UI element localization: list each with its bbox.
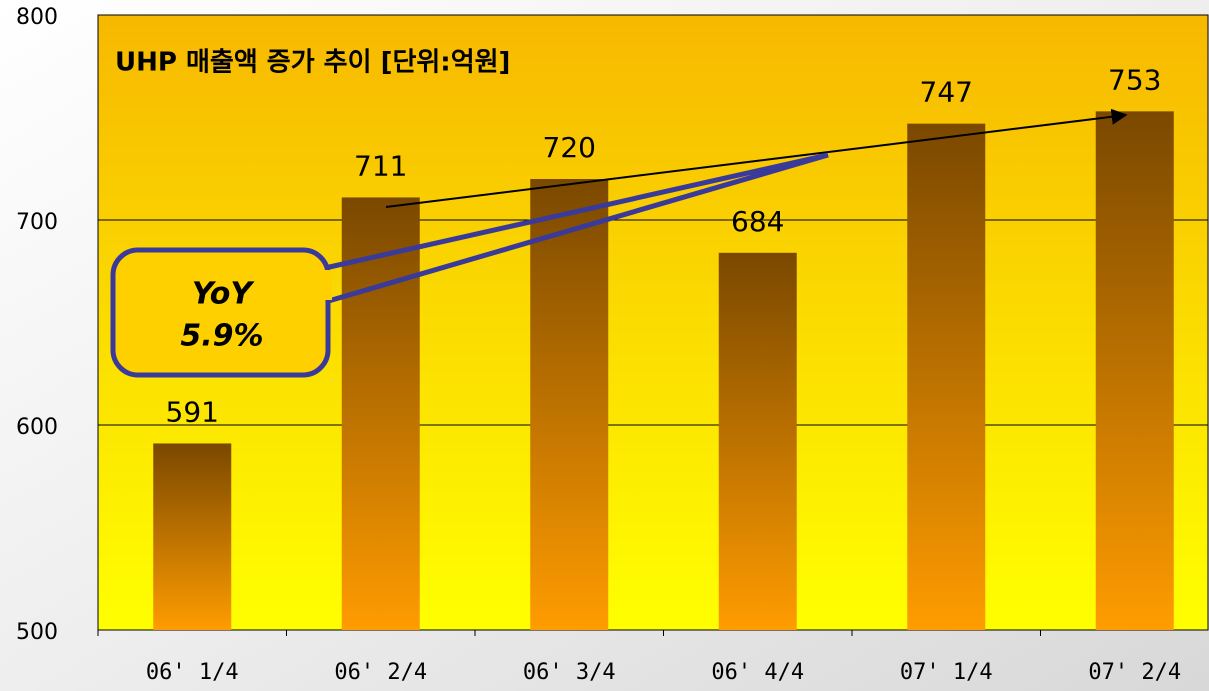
- callout-pointer: [324, 152, 829, 305]
- data-label: 684: [731, 205, 784, 238]
- annotation: YoY: [192, 277, 255, 312]
- bar: [341, 197, 420, 630]
- bar: [1095, 111, 1174, 631]
- bar: [530, 179, 609, 630]
- y-tick-label: 500: [16, 620, 58, 645]
- x-tick-label: 07' 1/4: [900, 660, 993, 685]
- x-tick-label: 06' 4/4: [711, 660, 804, 685]
- chart-title: UHP 매출액 증가 추이 [단위:억원]: [115, 48, 510, 78]
- data-label: 753: [1108, 63, 1161, 96]
- data-label: 720: [543, 131, 596, 164]
- x-tick-label: 06' 1/4: [146, 660, 239, 685]
- callout-box: [110, 247, 331, 378]
- y-tick-label: 700: [16, 210, 58, 235]
- x-tick-label: 06' 3/4: [523, 660, 616, 685]
- data-label: 711: [354, 149, 407, 182]
- data-label: 591: [166, 395, 219, 428]
- bar: [153, 443, 232, 630]
- y-tick-label: 600: [16, 415, 58, 440]
- callout-join: [318, 270, 332, 300]
- y-tick-label: 800: [16, 5, 58, 30]
- x-tick-label: 06' 2/4: [334, 660, 427, 685]
- data-label: 747: [920, 76, 973, 109]
- bar: [907, 123, 986, 631]
- bar: [718, 252, 797, 631]
- x-tick-label: 07' 2/4: [1088, 660, 1181, 685]
- annotation: 5.9%: [180, 319, 263, 354]
- trend-arrow: [385, 108, 1128, 208]
